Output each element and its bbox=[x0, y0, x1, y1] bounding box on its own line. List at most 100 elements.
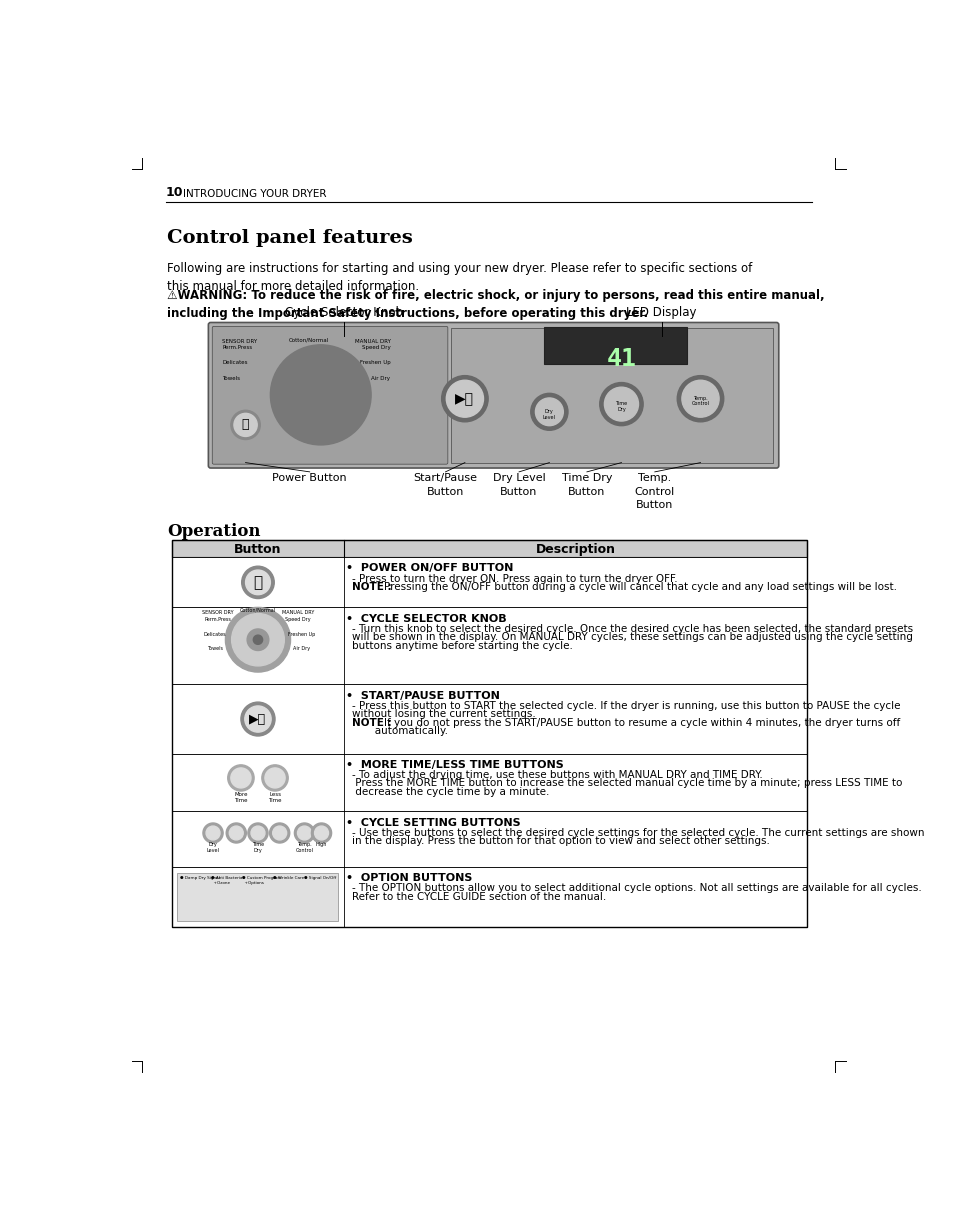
Text: decrease the cycle time by a minute.: decrease the cycle time by a minute. bbox=[352, 787, 549, 797]
Text: Temp.
Control
Button: Temp. Control Button bbox=[634, 474, 674, 510]
Bar bbox=[172, 754, 806, 811]
Text: - To adjust the drying time, use these buttons with MANUAL DRY and TIME DRY.: - To adjust the drying time, use these b… bbox=[352, 770, 761, 780]
Circle shape bbox=[276, 351, 365, 438]
Text: - Turn this knob to select the desired cycle. Once the desired cycle has been se: - Turn this knob to select the desired c… bbox=[352, 624, 912, 633]
Text: Time Dry
Button: Time Dry Button bbox=[561, 474, 612, 497]
Text: •  CYCLE SETTING BUTTONS: • CYCLE SETTING BUTTONS bbox=[345, 817, 519, 827]
FancyBboxPatch shape bbox=[212, 326, 447, 464]
Text: ● Custom Program
  +Options: ● Custom Program +Options bbox=[241, 876, 281, 884]
Text: in the display. Press the button for that option to view and select other settin: in the display. Press the button for tha… bbox=[352, 836, 769, 847]
Text: Refer to the CYCLE GUIDE section of the manual.: Refer to the CYCLE GUIDE section of the … bbox=[352, 892, 605, 901]
Circle shape bbox=[232, 614, 284, 666]
Circle shape bbox=[241, 702, 274, 736]
Text: Speed Dry: Speed Dry bbox=[361, 345, 390, 350]
Text: will be shown in the display. On MANUAL DRY cycles, these settings can be adjust: will be shown in the display. On MANUAL … bbox=[352, 632, 912, 642]
Circle shape bbox=[245, 706, 271, 732]
Text: Perm.Press: Perm.Press bbox=[222, 345, 253, 350]
Text: 41: 41 bbox=[606, 347, 636, 371]
Text: without losing the current settings.: without losing the current settings. bbox=[352, 709, 535, 719]
Text: Pressing the ON/OFF button during a cycle will cancel that cycle and any load se: Pressing the ON/OFF button during a cycl… bbox=[384, 582, 897, 592]
Text: Dry Level
Button: Dry Level Button bbox=[492, 474, 545, 497]
Bar bbox=[172, 811, 806, 867]
Circle shape bbox=[261, 765, 288, 790]
Bar bbox=[172, 608, 806, 685]
Text: Description: Description bbox=[536, 543, 615, 555]
Text: •  POWER ON/OFF BUTTON: • POWER ON/OFF BUTTON bbox=[345, 564, 513, 574]
Text: Temp.
Control: Temp. Control bbox=[691, 396, 709, 407]
Text: - Press to turn the dryer ON. Press again to turn the dryer OFF.: - Press to turn the dryer ON. Press agai… bbox=[352, 574, 677, 583]
Bar bbox=[172, 541, 806, 927]
Circle shape bbox=[677, 375, 723, 421]
Circle shape bbox=[206, 826, 220, 840]
Circle shape bbox=[253, 635, 262, 644]
Text: Temp.
Control: Temp. Control bbox=[295, 842, 314, 853]
Text: Cotton/Normal: Cotton/Normal bbox=[289, 337, 329, 342]
Text: Control panel features: Control panel features bbox=[167, 229, 413, 247]
Circle shape bbox=[251, 826, 265, 840]
Bar bbox=[172, 541, 806, 558]
Text: ⓞ: ⓞ bbox=[241, 419, 249, 431]
Circle shape bbox=[441, 375, 488, 421]
Text: High: High bbox=[315, 842, 327, 848]
Text: MANUAL DRY: MANUAL DRY bbox=[355, 339, 390, 343]
Text: Freshen Up: Freshen Up bbox=[288, 632, 314, 637]
Text: •  START/PAUSE BUTTON: • START/PAUSE BUTTON bbox=[345, 691, 499, 700]
Circle shape bbox=[599, 382, 642, 425]
Text: Time
Dry: Time Dry bbox=[252, 842, 264, 853]
Circle shape bbox=[314, 389, 328, 402]
Text: •  OPTION BUTTONS: • OPTION BUTTONS bbox=[345, 873, 472, 883]
Text: SENSOR DRY: SENSOR DRY bbox=[202, 610, 233, 615]
Bar bbox=[176, 873, 337, 921]
Text: ● Signal On/Off: ● Signal On/Off bbox=[303, 876, 335, 881]
Text: Delicates: Delicates bbox=[222, 361, 248, 365]
Text: MANUAL DRY: MANUAL DRY bbox=[282, 610, 314, 615]
Text: Power Button: Power Button bbox=[273, 474, 347, 484]
Bar bbox=[543, 328, 686, 364]
Circle shape bbox=[314, 826, 328, 840]
Text: Cotton/Normal: Cotton/Normal bbox=[239, 608, 275, 613]
Bar bbox=[172, 867, 806, 927]
Text: - Use these buttons to select the desired cycle settings for the selected cycle.: - Use these buttons to select the desire… bbox=[352, 827, 923, 838]
Circle shape bbox=[231, 410, 260, 440]
Text: More
Time: More Time bbox=[233, 792, 248, 803]
Text: Dry
Level: Dry Level bbox=[542, 409, 556, 419]
Text: •  MORE TIME/LESS TIME BUTTONS: • MORE TIME/LESS TIME BUTTONS bbox=[345, 760, 562, 770]
Text: Operation: Operation bbox=[167, 524, 260, 541]
Circle shape bbox=[294, 823, 314, 843]
Circle shape bbox=[203, 823, 223, 843]
Circle shape bbox=[604, 387, 638, 421]
Text: 10: 10 bbox=[166, 185, 183, 199]
Circle shape bbox=[311, 823, 332, 843]
Circle shape bbox=[530, 393, 567, 430]
Text: Time
Dry: Time Dry bbox=[615, 401, 627, 412]
FancyBboxPatch shape bbox=[208, 323, 778, 468]
Circle shape bbox=[535, 398, 562, 425]
Circle shape bbox=[297, 826, 311, 840]
Circle shape bbox=[273, 826, 286, 840]
Text: NOTE :: NOTE : bbox=[352, 717, 395, 727]
Bar bbox=[451, 328, 773, 463]
Bar bbox=[172, 558, 806, 608]
Text: buttons anytime before starting the cycle.: buttons anytime before starting the cycl… bbox=[352, 641, 572, 650]
Text: Speed Dry: Speed Dry bbox=[285, 616, 311, 621]
Text: ▶⏸: ▶⏸ bbox=[249, 713, 266, 726]
Text: ⚠WARNING: To reduce the risk of fire, electric shock, or injury to persons, read: ⚠WARNING: To reduce the risk of fire, el… bbox=[167, 289, 824, 319]
Circle shape bbox=[270, 345, 371, 445]
Text: Less
Time: Less Time bbox=[268, 792, 281, 803]
Circle shape bbox=[226, 823, 246, 843]
Text: Towels: Towels bbox=[207, 646, 222, 650]
Text: Perm.Press: Perm.Press bbox=[204, 616, 231, 621]
Text: Towels: Towels bbox=[222, 375, 240, 380]
Text: ● Damp Dry Signal: ● Damp Dry Signal bbox=[179, 876, 219, 881]
Text: Cycle Selector Knob: Cycle Selector Knob bbox=[285, 306, 402, 319]
Text: Start/Pause
Button: Start/Pause Button bbox=[413, 474, 477, 497]
Circle shape bbox=[231, 767, 251, 788]
Circle shape bbox=[270, 823, 290, 843]
Text: Freshen Up: Freshen Up bbox=[359, 361, 390, 365]
Circle shape bbox=[681, 380, 719, 418]
Circle shape bbox=[248, 823, 268, 843]
Circle shape bbox=[265, 767, 285, 788]
Circle shape bbox=[303, 378, 337, 412]
Circle shape bbox=[247, 628, 269, 650]
Text: Air Dry: Air Dry bbox=[293, 646, 310, 650]
